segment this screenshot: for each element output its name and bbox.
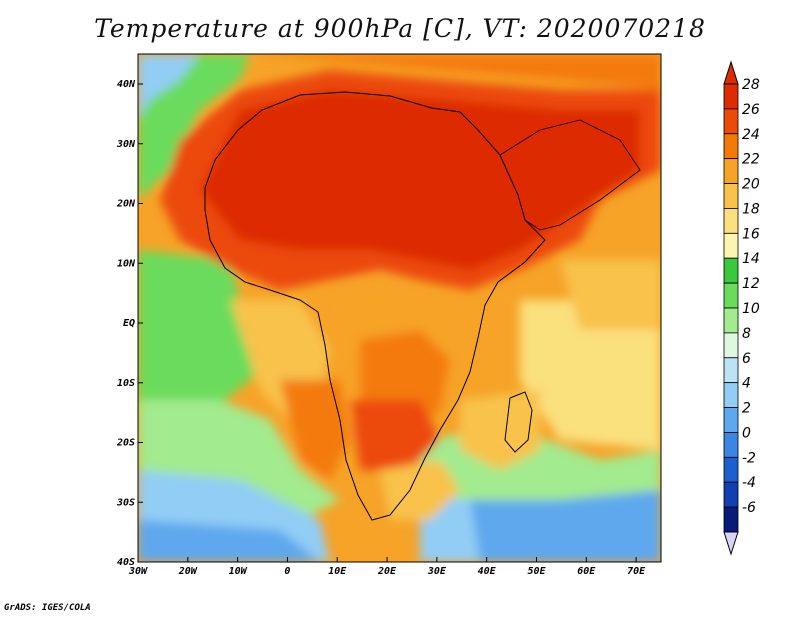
colorbar-swatch [723,307,739,334]
colorbar-swatch [723,407,739,433]
colorbar-label: 6 [742,351,751,367]
lon-tick-label: 30E [427,566,447,577]
colorbar-swatch [723,232,739,259]
colorbar-swatch [723,332,739,359]
colorbar-swatch [723,456,739,483]
lon-tick-label: 70E [627,566,646,577]
colorbar-label: -2 [742,450,756,466]
lon-tick-label: 10E [328,566,347,577]
colorbar-label: 14 [742,251,760,267]
colorbar-swatch [723,382,739,408]
colorbar-label: 24 [742,127,760,143]
lat-tick-label: 40S [117,557,135,568]
lat-tick-label: 30S [116,497,135,508]
colorbar-swatch [723,83,739,110]
colorbar-swatch [723,282,739,309]
arabia-coastline [499,119,641,231]
colorbar-swatch [723,257,739,284]
colorbar-label: 2 [742,401,751,417]
colorbar-label: 18 [742,201,760,217]
lon-tick-label: 50E [527,566,546,577]
temperature-field [138,54,661,562]
colorbar-swatch [723,158,739,184]
map-title: Temperature at 900hPa [C], VT: 202007021… [94,14,706,43]
lon-tick-label: 10W [229,566,248,577]
colorbar-swatch [723,133,739,160]
colorbar-under-triangle [723,531,739,556]
colorbar-label: 22 [742,152,760,168]
lon-tick-label: 40E [478,566,497,577]
lat-tick-label: 10S [117,378,135,389]
colorbar-over-triangle [723,60,739,85]
colorbar-label: -6 [742,500,756,516]
lat-tick-label: 10N [117,258,136,269]
colorbar-swatch [723,481,739,508]
colorbar-swatch [723,108,739,135]
colorbar-swatch [723,357,739,384]
colorbar-label: 10 [742,301,760,317]
colorbar-label: 16 [742,226,760,242]
lon-tick-label: 0 [284,566,290,577]
lat-tick-label: 20N [116,199,136,210]
longitude-axis: 30W 20W 10W 0 10E 20E 30E 40E 50E 60E 70E [128,557,646,577]
africa-coastline [204,91,546,521]
lon-tick-label: 20E [377,566,397,577]
colorbar-label: 12 [742,276,760,292]
colorbar-label: 28 [742,77,760,93]
colorbar-swatch [723,208,739,234]
map-frame [137,53,662,563]
madagascar-coastline [504,391,533,453]
lat-tick-label: 30N [116,139,136,150]
colorbar-swatch [723,432,739,458]
lat-tick-label: 40N [117,79,136,90]
colorbar-swatch [723,183,739,209]
colorbar-label: 20 [742,177,760,193]
grads-credit: GrADS: IGES/COLA [4,603,91,613]
latitude-axis: 40N 30N 20N 10N EQ 10S 20S 30S 40S [116,79,143,568]
colorbar-label: -4 [742,475,756,491]
colorbar-swatch [723,506,739,533]
lon-tick-label: 60E [577,566,596,577]
lon-tick-label: 20W [178,566,198,577]
colorbar-label: 8 [742,326,751,342]
colorbar-label: 26 [742,102,760,118]
lon-tick-label: 30W [128,566,148,577]
lat-tick-label: 20S [116,438,135,449]
colorbar-label: 0 [742,425,751,441]
colorbar-label: 4 [742,376,751,392]
lat-tick-label: EQ [123,318,135,329]
